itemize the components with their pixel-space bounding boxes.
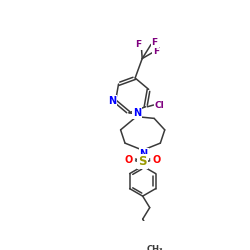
- Text: O: O: [124, 155, 133, 165]
- Text: S: S: [138, 155, 147, 168]
- Text: N: N: [133, 108, 141, 118]
- Text: N: N: [140, 149, 147, 159]
- Text: N: N: [108, 96, 116, 106]
- Text: F: F: [153, 47, 160, 56]
- Text: F: F: [152, 38, 158, 47]
- Text: Cl: Cl: [155, 100, 164, 110]
- Text: O: O: [153, 155, 161, 165]
- Text: CH₃: CH₃: [146, 245, 163, 250]
- Text: F: F: [136, 40, 142, 49]
